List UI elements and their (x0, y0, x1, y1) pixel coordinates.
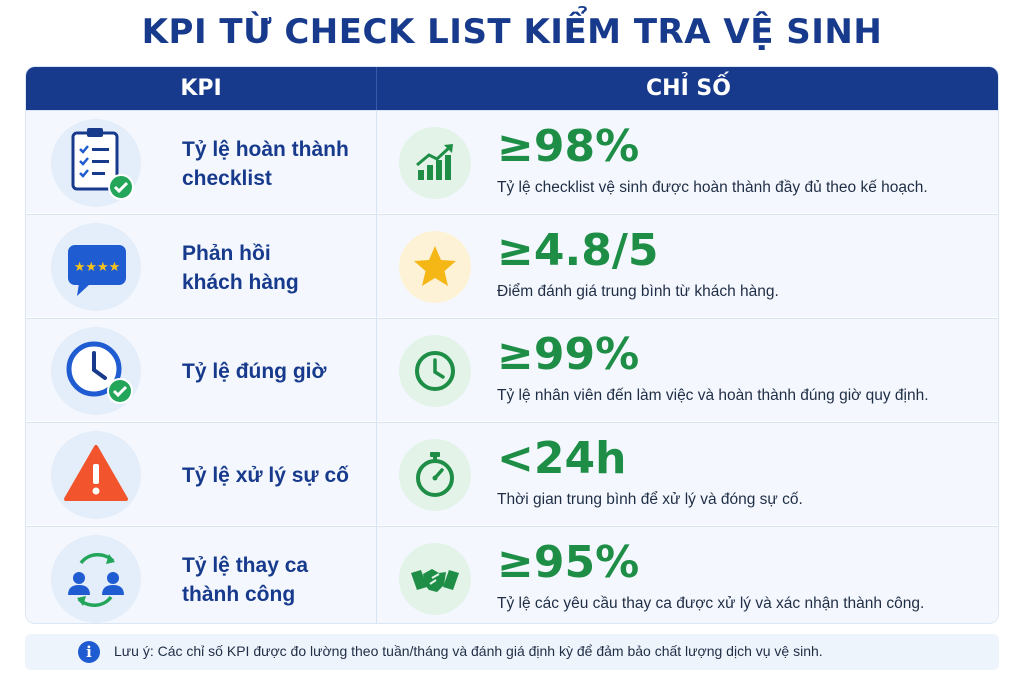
kpi-description: Thời gian trung bình để xử lý và đóng sự… (497, 491, 803, 508)
note-text: Lưu ý: Các chỉ số KPI được đo lường theo… (114, 643, 823, 659)
header-value: CHỈ SỐ (646, 76, 731, 101)
kpi-label: Tỷ lệ hoàn thành checklist (182, 138, 349, 190)
kpi-description: Tỷ lệ checklist vệ sinh được hoàn thành … (497, 179, 928, 196)
table-row: ★★★★ Phản hồi khách hàng ≥4.8/5 Điểm đán… (26, 214, 998, 318)
page-title: KPI TỪ CHECK LIST KIỂM TRA VỆ SINH (141, 12, 883, 52)
kpi-label: Tỷ lệ xử lý sự cố (182, 464, 349, 487)
star-icon (399, 231, 471, 303)
table-row: Tỷ lệ xử lý sự cố <24h Thời gian trung b… (26, 422, 998, 526)
kpi-label: Phản hồi khách hàng (182, 242, 299, 294)
kpi-table: KPI CHỈ SỐ Tỷ lệ hoàn thành checklist (25, 66, 999, 624)
note-box: i Lưu ý: Các chỉ số KPI được đo lường th… (25, 634, 999, 670)
clipboard-checklist-icon (51, 119, 141, 207)
kpi-description: Tỷ lệ các yêu cầu thay ca được xử lý và … (497, 595, 925, 612)
kpi-value: ≥4.8/5 (497, 225, 659, 276)
table-header: KPI CHỈ SỐ (26, 67, 998, 110)
handshake-icon (399, 543, 471, 615)
kpi-label: Tỷ lệ đúng giờ (182, 360, 327, 383)
header-kpi: KPI (180, 76, 222, 101)
kpi-description: Tỷ lệ nhân viên đến làm việc và hoàn thà… (497, 387, 929, 404)
kpi-value: ≥95% (497, 537, 640, 588)
kpi-description: Điểm đánh giá trung bình từ khách hàng. (497, 283, 779, 300)
stopwatch-icon (399, 439, 471, 511)
clock-icon (399, 335, 471, 407)
rating-bubble-icon: ★★★★ (51, 223, 141, 311)
kpi-value: <24h (497, 433, 627, 484)
kpi-value: ≥99% (497, 329, 640, 380)
kpi-value: ≥98% (497, 121, 640, 172)
svg-text:★★★★: ★★★★ (74, 260, 121, 275)
table-row: Tỷ lệ thay ca thành công ≥95% Tỷ lệ các … (26, 526, 998, 623)
info-icon: i (78, 641, 100, 663)
growth-chart-icon (399, 127, 471, 199)
kpi-label: Tỷ lệ thay ca thành công (182, 554, 309, 606)
shift-swap-icon (51, 535, 141, 623)
table-row: Tỷ lệ hoàn thành checklist ≥98% Tỷ lệ ch… (26, 110, 998, 214)
warning-icon (51, 431, 141, 519)
clock-check-icon (51, 327, 141, 415)
table-row: Tỷ lệ đúng giờ ≥99% Tỷ lệ nhân viên đến … (26, 318, 998, 422)
